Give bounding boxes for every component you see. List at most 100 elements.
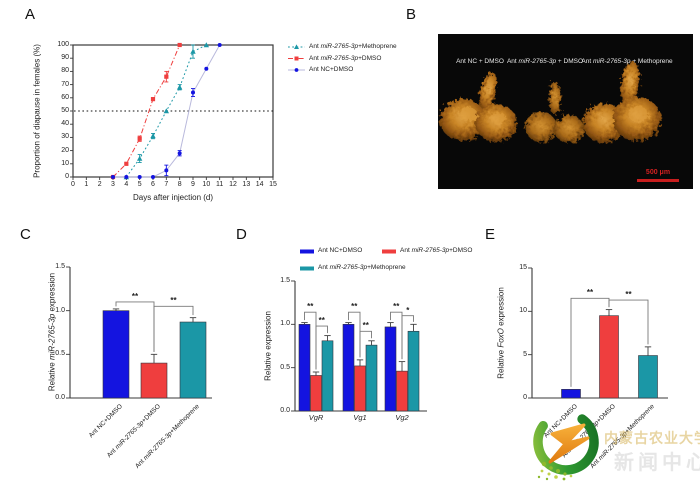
x-category-label: Ant miR-2765-3p+DMSO: [560, 403, 617, 460]
triangle-marker: [190, 48, 196, 54]
significance-label: *: [406, 305, 410, 315]
square-marker: [164, 74, 169, 79]
x-category-label: Vg1: [353, 413, 367, 422]
ovary-photograph: Ant NC + DMSO Ant miR-2765-3p + DMSO Ant…: [438, 34, 693, 189]
legend-swatch: [300, 266, 314, 271]
x-category-label: Ant miR-2765-3p+DMSO: [105, 403, 162, 460]
scale-bar: [637, 179, 679, 182]
x-category-label: Ant NC+DMSO: [87, 403, 124, 440]
y-tick-label: 20: [61, 146, 69, 154]
y-tick-label: 40: [61, 120, 69, 128]
x-tick-label: 9: [191, 181, 195, 188]
significance-bracket: [359, 330, 372, 358]
y-tick-label: 1.5: [280, 276, 290, 284]
x-tick-label: 7: [164, 181, 169, 188]
circle-marker: [111, 175, 115, 179]
square-marker: [124, 161, 129, 166]
x-category-label: Ant NC+DMSO: [542, 403, 579, 440]
legend-item-label: Ant NC+DMSO: [309, 66, 354, 73]
legend-circle-marker: [294, 68, 299, 72]
panel-c-y-axis-label: Relative miR-2765-3p expression: [47, 272, 57, 392]
y-tick-label: 90: [61, 54, 69, 62]
triangle-marker: [136, 155, 143, 161]
x-tick-label: 5: [137, 181, 142, 188]
series-line: [112, 44, 181, 178]
significance-label: **: [393, 302, 400, 312]
panel-d-letter: D: [236, 226, 247, 243]
legend-square-marker: [294, 56, 299, 61]
legend-item-label: Ant miR-2765-3p+DMSO: [309, 54, 382, 62]
significance-bracket: [153, 305, 194, 352]
x-tick-label: 11: [216, 181, 224, 188]
circle-marker: [177, 151, 182, 156]
y-tick-label: 0.0: [280, 407, 290, 414]
y-tick-label: 5: [523, 350, 527, 358]
significance-label: **: [318, 316, 325, 326]
square-marker: [150, 97, 156, 102]
x-tick-label: 14: [255, 181, 264, 188]
x-tick-label: 6: [151, 181, 155, 188]
significance-label: **: [131, 291, 139, 301]
significance-bracket: [608, 299, 649, 345]
square-marker: [137, 136, 142, 141]
y-tick-label: 1.0: [55, 306, 65, 314]
x-category-label: VgR: [308, 413, 324, 422]
triangle-marker: [150, 133, 156, 139]
photo-label-mir-dmso: Ant miR-2765-3p + DMSO: [506, 58, 584, 65]
bar: [102, 310, 130, 399]
legend-triangle-marker: [294, 44, 299, 49]
y-tick-label: 1.0: [280, 320, 290, 328]
x-category-label: Vg2: [395, 413, 409, 422]
y-tick-label: 10: [519, 307, 527, 315]
panel-d-y-axis-label: Relative expression: [263, 311, 273, 381]
x-tick-label: 0: [71, 181, 75, 188]
circle-marker: [124, 175, 129, 179]
y-tick-label: 50: [61, 107, 69, 114]
circle-marker: [137, 175, 142, 179]
panel-a-y-axis-label: Proportion of diapause in females (%): [32, 44, 42, 178]
scale-bar-label: 500 μm: [645, 169, 671, 176]
x-tick-label: 4: [124, 181, 129, 188]
significance-label: **: [586, 288, 594, 298]
triangle-marker: [176, 84, 183, 90]
significance-bracket: [315, 325, 328, 370]
x-tick-label: 12: [229, 181, 237, 188]
y-tick-label: 100: [57, 41, 69, 48]
significance-label: **: [170, 296, 177, 306]
square-marker: [177, 42, 182, 48]
y-tick-label: 80: [61, 67, 69, 75]
significance-bracket: [401, 315, 414, 360]
x-tick-label: 8: [177, 181, 182, 188]
y-tick-label: 0.0: [55, 394, 65, 401]
panel-e-letter: E: [485, 226, 496, 243]
y-tick-label: 10: [61, 159, 69, 167]
y-tick-label: 60: [61, 93, 69, 101]
legend-swatch: [300, 249, 314, 254]
y-tick-label: 0.5: [55, 350, 65, 358]
x-category-label: Ant miR-2765-3p+Methoprene: [134, 403, 201, 470]
triangle-marker: [203, 42, 210, 48]
y-tick-label: 30: [61, 133, 69, 141]
x-tick-label: 10: [202, 181, 211, 188]
y-tick-label: 70: [61, 80, 69, 88]
significance-label: **: [351, 302, 358, 312]
significance-label: **: [362, 321, 369, 331]
y-tick-label: 15: [519, 263, 527, 271]
legend-item-label: Ant miR-2765-3p+Methoprene: [318, 264, 406, 271]
panel-c-letter: C: [20, 226, 31, 243]
ovary-specimens-illustration: [440, 61, 661, 143]
triangle-marker: [163, 108, 170, 114]
y-tick-label: 0.5: [280, 363, 290, 371]
circle-marker: [164, 168, 169, 173]
x-tick-label: 13: [242, 181, 251, 188]
photo-label-mir-metho: Ant miR-2765-3p + Methoprene: [581, 58, 673, 65]
circle-marker: [204, 66, 209, 71]
y-tick-label: 0: [523, 394, 527, 401]
legend-item-label: Ant miR-2765-3p+DMSO: [400, 247, 473, 254]
bar: [561, 389, 581, 399]
x-tick-label: 2: [97, 181, 102, 188]
x-category-label: Ant miR-2765-3p+Methoprene: [589, 403, 656, 470]
